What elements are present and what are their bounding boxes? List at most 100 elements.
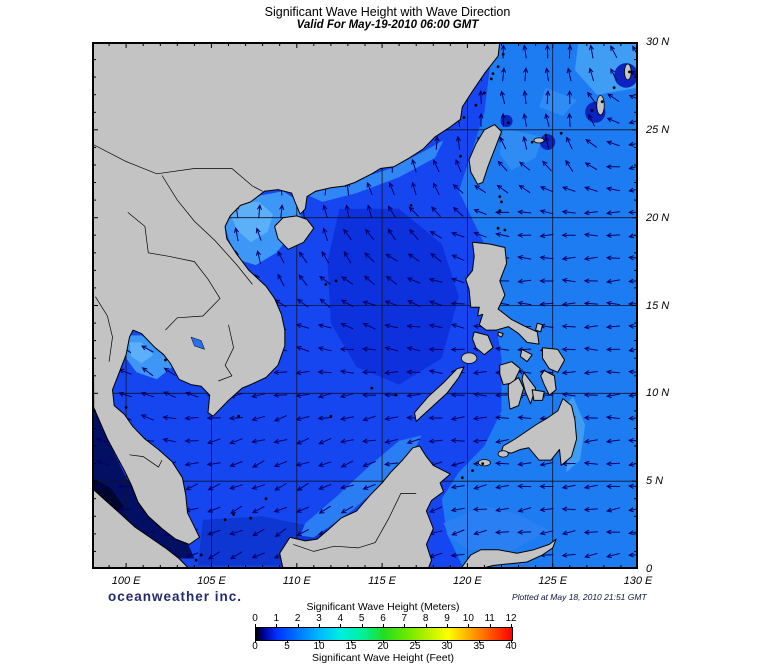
small-island (623, 63, 632, 81)
shade-celebes-light (443, 505, 550, 552)
islet-dot (544, 133, 548, 137)
islet-dot (498, 209, 502, 213)
islet-dot (237, 414, 241, 418)
land-palawan (414, 366, 465, 422)
legend-tick-mark (287, 640, 288, 643)
legend-meter-tick: 9 (444, 613, 450, 624)
islet-dot (500, 200, 503, 204)
wave-map-svg (92, 42, 638, 569)
legend-meter-tick: 11 (484, 613, 495, 624)
land-luzon (465, 241, 540, 345)
country-border (92, 143, 263, 192)
legend-title-meters: Significant Wave Height (Meters) (306, 601, 460, 613)
map-frame (92, 42, 638, 569)
islet-dot (559, 131, 563, 135)
lat-label: 0 (646, 563, 653, 575)
islet-dot (164, 358, 167, 362)
legend-tick-mark (415, 640, 416, 643)
islet-dot (501, 52, 505, 56)
legend-meter-tick: 2 (294, 613, 301, 624)
legend-meter-tick: 0 (252, 613, 258, 624)
legend-feet-tick: 0 (252, 641, 258, 652)
land-mindoro (472, 331, 494, 356)
islet-dot (124, 406, 128, 409)
legend-meter-tick: 3 (316, 613, 322, 624)
islet-dot (264, 497, 268, 501)
land-sulawesi (460, 538, 557, 569)
colorbar-gradient (255, 627, 513, 641)
islet-dot (249, 516, 253, 520)
legend-tick-mark (255, 624, 256, 627)
legend-tick-mark (511, 640, 512, 643)
legend-feet-tick: 30 (441, 641, 453, 652)
plotted-timestamp: Plotted at May 18, 2010 21:51 GMT (512, 592, 647, 602)
legend-feet-tick: 35 (473, 641, 485, 652)
islet-dot (324, 283, 328, 286)
legend-tick-mark (404, 624, 406, 627)
shade-borneo-band (300, 435, 422, 538)
islet-dot (223, 518, 227, 522)
islet-dot (496, 65, 500, 68)
shade-ryukyu-mid-light (539, 87, 577, 116)
land-mainland-asia (92, 42, 501, 545)
legend-tick-mark (425, 624, 427, 627)
legend-meter-tick: 5 (358, 613, 365, 624)
country-border (129, 454, 163, 468)
valid-time-subtitle: Valid For May-19-2010 06:00 GMT (296, 19, 479, 31)
legend-feet-tick: 25 (409, 641, 421, 652)
small-island (533, 137, 545, 144)
land-hainan (274, 215, 315, 250)
islet-dot (232, 513, 236, 516)
legend-tick-mark (447, 640, 448, 643)
legend-tick-mark (489, 624, 491, 627)
legend-tick-mark (297, 624, 299, 627)
land-marinduque (497, 331, 504, 338)
islet-dot (394, 393, 398, 397)
islet-dot (590, 109, 594, 112)
lake-tonle-sap (190, 336, 206, 350)
land-borneo (279, 445, 451, 569)
shade-east-taiwan-light (499, 128, 543, 171)
land-negros (507, 377, 525, 410)
legend-tick-mark (319, 640, 320, 643)
islet-dot (481, 462, 485, 465)
islet-dot (409, 204, 413, 207)
islet-dot (491, 72, 495, 75)
legend-feet-tick: 10 (313, 641, 325, 652)
map-canvas (92, 42, 638, 569)
legend-feet-tick: 15 (345, 641, 357, 652)
islet-dot (496, 226, 500, 230)
islet-dot (498, 195, 502, 199)
legend-tick-mark (511, 624, 512, 627)
legend-tick-mark (276, 624, 278, 627)
country-border (218, 324, 234, 382)
legend-meter-tick: 7 (401, 613, 408, 624)
legend-feet-tick: 40 (505, 641, 517, 652)
islet-dot (474, 103, 478, 107)
legend-tick-mark (351, 640, 352, 643)
islet-dot (370, 386, 374, 390)
lon-label: 110 E (282, 575, 311, 587)
islet-dot (612, 86, 616, 90)
islet-dot (199, 553, 203, 557)
islet-dot (489, 77, 493, 81)
land-mindanao (501, 398, 578, 466)
shade-gulf-thailand-core (129, 342, 154, 364)
legend-feet-tick: 20 (377, 641, 389, 652)
lat-label: 30 N (646, 36, 670, 48)
legend-tick-mark (319, 624, 320, 627)
islet-dot (334, 279, 338, 283)
legend-title-feet: Significant Wave Height (Feet) (311, 652, 454, 664)
islet-dot (459, 154, 462, 158)
islet-dot (462, 116, 466, 119)
oceanweather-logo-text: oceanweather inc. (108, 589, 243, 604)
small-island (460, 352, 478, 364)
lat-label: 25 N (646, 123, 670, 136)
islet-dot (329, 414, 333, 418)
legend-tick-mark (468, 624, 470, 627)
land-sumatra (92, 487, 190, 569)
legend-tick-mark (383, 624, 384, 627)
land-samar (542, 347, 566, 373)
lon-label: 130 E (623, 575, 653, 587)
